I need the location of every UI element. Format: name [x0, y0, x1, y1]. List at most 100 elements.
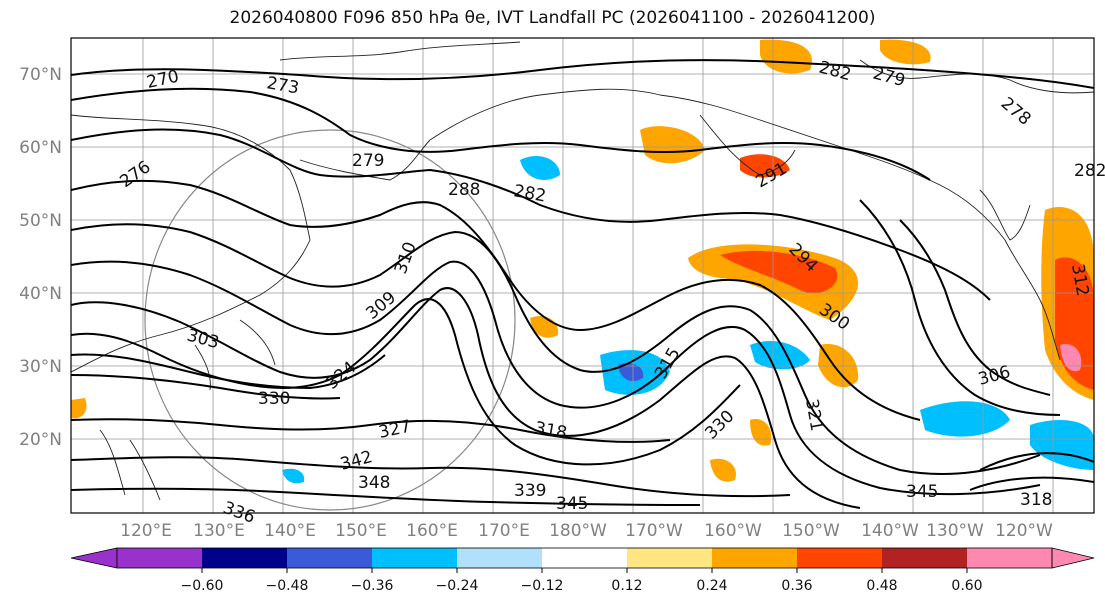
lon-label: 160°W — [704, 521, 762, 541]
colorbar-tick-label: −0.24 — [436, 578, 479, 594]
contour-line — [899, 219, 1051, 396]
colorbar-bin — [287, 548, 372, 568]
shading-patch — [1030, 420, 1094, 470]
contour-line — [979, 452, 1094, 471]
colorbar-bin — [542, 548, 627, 568]
contour-line — [71, 128, 991, 301]
lon-label: 180°W — [549, 521, 607, 541]
shading-patch — [520, 155, 560, 180]
contour-label: 282 — [1074, 161, 1105, 181]
contour-label: 278 — [997, 94, 1035, 130]
lon-label: 130°E — [193, 521, 245, 541]
contour-line — [71, 298, 741, 466]
lat-label: 70°N — [19, 65, 62, 85]
colorbar-tick-label: 0.60 — [951, 578, 982, 594]
contour-line — [71, 223, 1041, 475]
colorbar-tick-label: 0.24 — [696, 578, 727, 594]
lat-label: 40°N — [19, 284, 62, 304]
coastline — [71, 114, 311, 373]
shading-patch — [750, 419, 772, 446]
contour-label: 321 — [801, 397, 826, 432]
contour-label: 342 — [338, 447, 375, 475]
contour-line — [71, 374, 341, 400]
colorbar-tick-label: 0.48 — [866, 578, 897, 594]
contour-label: 330 — [701, 406, 738, 443]
shading-patch — [1060, 344, 1082, 372]
contour-label: 279 — [871, 64, 908, 92]
lon-label: 150°W — [782, 521, 840, 541]
lon-label: 140°W — [861, 521, 919, 541]
shading-patch — [720, 250, 838, 294]
landfall-region-outline — [144, 129, 516, 511]
coastline — [279, 41, 521, 61]
colorbar-bin — [712, 548, 797, 568]
colorbar-left-arrow — [70, 547, 118, 569]
colorbar-tick-label: 0.12 — [611, 578, 642, 594]
shading-patch — [640, 126, 705, 164]
contour-label: 318 — [1020, 490, 1052, 510]
shading-patch — [618, 363, 644, 382]
contour-line — [71, 487, 701, 506]
lat-label: 30°N — [19, 357, 62, 377]
shading-layer — [71, 39, 1094, 484]
contour-line — [859, 199, 1061, 416]
coastline — [299, 88, 1061, 361]
shading-patch — [750, 340, 810, 370]
contour-line — [71, 353, 386, 390]
colorbar-right-arrow — [1051, 547, 1095, 569]
lon-label: 170°W — [625, 521, 683, 541]
colorbar-bin — [627, 548, 712, 568]
longitude-labels: 120°E 130°E 140°E 150°E 160°E 170°E 180°… — [120, 521, 1053, 541]
contour-line — [71, 87, 931, 181]
colorbar-bin — [117, 548, 202, 568]
contour-label: 282 — [512, 181, 547, 206]
coastline — [699, 114, 796, 176]
contour-label: 288 — [448, 180, 480, 200]
lat-label: 60°N — [19, 138, 62, 158]
lon-label: 120°W — [995, 521, 1053, 541]
shading-patch — [740, 154, 790, 178]
contour-labels: 270 273 276 279 282 282 282 279 278 288 … — [116, 58, 1105, 528]
contour-label: 330 — [258, 389, 290, 409]
contour-label: 345 — [906, 482, 938, 502]
colorbar-tick-label: −0.36 — [351, 578, 394, 594]
shading-patch — [710, 458, 736, 482]
contour-line — [969, 476, 1094, 491]
contour-label: 324 — [322, 358, 360, 394]
shading-patch — [920, 401, 1010, 437]
grid-line — [142, 38, 1054, 513]
map-frame — [70, 37, 1095, 514]
contour-label: 303 — [185, 326, 222, 354]
shading-patch — [760, 39, 812, 74]
lon-label: 150°E — [335, 521, 387, 541]
contour-label: 348 — [358, 473, 390, 493]
lon-label: 120°E — [120, 521, 172, 541]
colorbar-bin — [202, 548, 287, 568]
colorbar-bin — [457, 548, 542, 568]
colorbar-tick-label: −0.12 — [521, 578, 564, 594]
colorbar-tick-label: −0.48 — [266, 578, 309, 594]
contour-label: 310 — [391, 239, 421, 276]
shading-patch — [880, 39, 931, 65]
colorbar-bin — [882, 548, 967, 568]
grid-line — [71, 73, 1094, 440]
colorbar-tick-label: 0.36 — [781, 578, 812, 594]
contour-label: 279 — [352, 151, 384, 171]
lon-label: 160°E — [406, 521, 458, 541]
lon-label: 170°E — [478, 521, 530, 541]
colorbar-tick-label: −0.60 — [181, 578, 224, 594]
contour-label: 345 — [556, 494, 588, 514]
colorbar-bin — [797, 548, 882, 568]
plot-title: 2026040800 F096 850 hPa θe, IVT Landfall… — [229, 8, 876, 28]
colorbar: −0.60 −0.48 −0.36 −0.24 −0.12 0.12 0.24 … — [70, 547, 1095, 594]
shading-patch — [282, 468, 305, 484]
contour-line — [71, 287, 861, 509]
contour-label: 282 — [817, 58, 854, 86]
latitude-labels: 70°N 60°N 50°N 40°N 30°N 20°N — [19, 65, 62, 450]
lon-label: 140°E — [264, 521, 316, 541]
shading-patch — [530, 315, 559, 338]
colorbar-bin — [372, 548, 457, 568]
colorbar-bin — [967, 548, 1052, 568]
contour-label: 273 — [265, 73, 300, 98]
